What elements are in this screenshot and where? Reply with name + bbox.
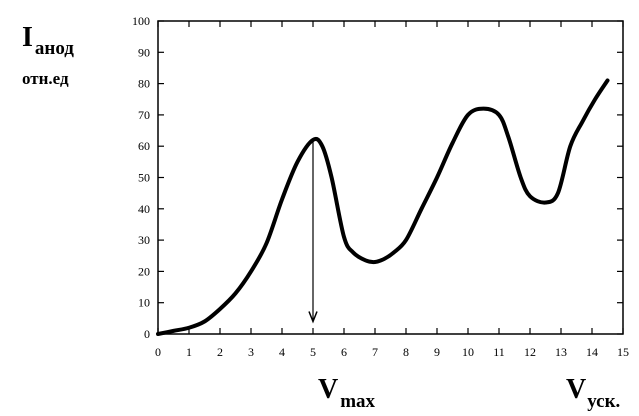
- y-tick-label: 60: [138, 139, 150, 153]
- y-tick-label: 80: [138, 77, 150, 91]
- y-axis-label-sub: анод: [35, 38, 74, 59]
- x-tick-label: 15: [617, 345, 629, 359]
- x-tick-label: 5: [310, 345, 316, 359]
- x-tick-label: 2: [217, 345, 223, 359]
- y-axis-units: отн.ед: [22, 69, 69, 88]
- x-tick-label: 12: [524, 345, 536, 359]
- y-tick-label: 100: [132, 14, 150, 28]
- y-tick-label: 20: [138, 264, 150, 278]
- y-tick-label: 0: [144, 327, 150, 341]
- x-tick-label: 11: [493, 345, 505, 359]
- y-axis-label-main: I: [22, 22, 33, 53]
- x-axis-label-sub: уск.: [587, 391, 620, 412]
- x-tick-label: 10: [462, 345, 474, 359]
- x-axis-label-main: V: [566, 374, 586, 405]
- x-tick-label: 9: [434, 345, 440, 359]
- y-tick-labels: 0 10 20 30 40 50 60 70 80 90 100: [132, 14, 150, 341]
- x-tick-label: 13: [555, 345, 567, 359]
- x-tick-label: 4: [279, 345, 285, 359]
- vmax-arrow-head: [308, 311, 318, 324]
- y-tick-label: 50: [138, 171, 150, 185]
- x-tick-label: 0: [155, 345, 161, 359]
- series-line: [156, 78, 610, 336]
- x-tick-label: 1: [186, 345, 192, 359]
- y-tick-label: 70: [138, 108, 150, 122]
- vmax-label-sub: max: [340, 391, 375, 412]
- axis-ticks: [157, 20, 624, 335]
- x-tick-label: 6: [341, 345, 347, 359]
- x-tick-label: 14: [586, 345, 598, 359]
- svg-text:Vуск.: Vуск.: [566, 374, 620, 412]
- x-tick-label: 8: [403, 345, 409, 359]
- y-tick-label: 40: [138, 202, 150, 216]
- x-tick-label: 3: [248, 345, 254, 359]
- vmax-label-main: V: [318, 374, 338, 405]
- x-tick-labels: 0 1 2 3 4 5 6 7 8 9 10 11 12 13 14 15: [155, 345, 629, 359]
- x-tick-label: 7: [372, 345, 378, 359]
- y-tick-label: 10: [138, 296, 150, 310]
- y-tick-label: 30: [138, 233, 150, 247]
- y-tick-label: 90: [138, 45, 150, 59]
